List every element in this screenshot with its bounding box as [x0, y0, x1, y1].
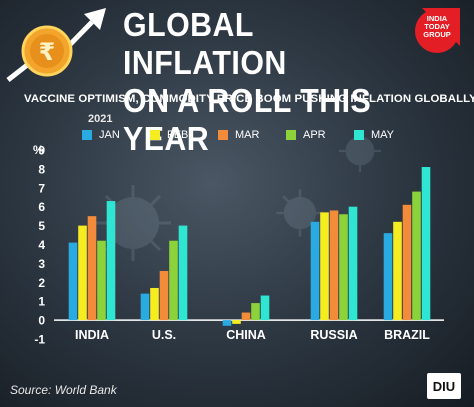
bar-russia-mar — [329, 210, 339, 321]
x-category-label: U.S. — [152, 328, 176, 342]
bar-brazil-feb — [393, 221, 402, 321]
legend-item-feb: FEB — [150, 128, 188, 142]
bar-us-feb — [150, 287, 159, 321]
y-axis-unit: % — [33, 143, 44, 157]
y-tick-label: 4 — [38, 238, 45, 252]
source-note: Source: World Bank — [10, 383, 117, 397]
y-tick-label: 0 — [38, 314, 45, 328]
title-line-1: GLOBAL INFLATION — [123, 6, 287, 81]
legend-swatch — [286, 130, 296, 140]
bar-india-apr — [97, 240, 106, 321]
x-category-label: BRAZIL — [384, 328, 430, 342]
brand-text: INDIA TODAY GROUP — [412, 15, 462, 39]
bar-india-jan — [68, 242, 78, 321]
bar-us-mar — [159, 270, 169, 321]
y-tick-label: 3 — [38, 257, 45, 271]
legend-swatch — [82, 130, 92, 140]
x-category-label: INDIA — [75, 328, 109, 342]
virus-icon — [338, 129, 382, 173]
bar-us-apr — [169, 240, 178, 321]
title-line-2: ON A ROLL THIS YEAR — [123, 82, 372, 157]
bar-brazil-jan — [383, 233, 393, 321]
brand-badge-icon — [415, 8, 460, 53]
legend-item-mar: MAR — [218, 128, 259, 142]
x-category-label: RUSSIA — [310, 328, 357, 342]
bar-russia-apr — [339, 214, 348, 321]
x-category-label: CHINA — [226, 328, 266, 342]
y-tick-label: 9 — [38, 144, 45, 158]
y-tick-label: 7 — [38, 181, 45, 195]
legend-swatch — [354, 130, 364, 140]
legend-label: FEB — [167, 129, 189, 141]
bar-us-jan — [140, 293, 150, 321]
bar-india-feb — [78, 225, 87, 321]
brand-logo: INDIA TODAY GROUP — [412, 6, 462, 56]
legend-title: 2021 — [88, 113, 113, 125]
legend-label: MAR — [235, 129, 260, 141]
svg-text:₹: ₹ — [39, 38, 56, 66]
legend-item-may: MAY — [354, 128, 394, 142]
virus-icon — [276, 189, 324, 237]
rupee-coin-icon: ₹ — [6, 8, 106, 82]
bar-russia-jan — [310, 221, 320, 321]
bar-india-mar — [87, 216, 97, 321]
bar-china-apr — [251, 303, 260, 321]
bar-brazil-mar — [402, 204, 412, 321]
virus-icon — [95, 185, 171, 261]
bar-russia-feb — [320, 212, 329, 321]
chart-legend: JAN FEB MAR APR MAY — [70, 128, 470, 144]
brand-line-2: TODAY — [424, 22, 450, 31]
y-tick-label: 6 — [38, 200, 45, 214]
bar-china-mar — [241, 312, 251, 321]
legend-swatch — [218, 130, 228, 140]
bar-china-jan — [222, 320, 232, 326]
y-tick-label: 2 — [38, 276, 45, 290]
bar-russia-may — [348, 206, 358, 321]
legend-item-apr: APR — [286, 128, 326, 142]
y-tick-label: -1 — [34, 333, 45, 347]
legend-swatch — [150, 130, 160, 140]
y-tick-label: 1 — [38, 295, 45, 309]
legend-item-jan: JAN — [82, 128, 120, 142]
page-subtitle: VACCINE OPTIMISM, COMMODITY PRICE BOOM P… — [24, 93, 474, 105]
legend-label: APR — [303, 129, 326, 141]
page-title: GLOBAL INFLATION ON A ROLL THIS YEAR — [123, 6, 399, 158]
y-tick-label: 8 — [38, 162, 45, 176]
diu-badge: DIU — [427, 373, 461, 399]
bar-china-may — [260, 295, 270, 321]
bar-china-feb — [232, 320, 241, 324]
bar-india-may — [106, 201, 116, 321]
legend-label: MAY — [371, 129, 395, 141]
brand-line-3: GROUP — [423, 30, 451, 39]
y-tick-label: 5 — [38, 219, 45, 233]
bar-brazil-may — [421, 167, 431, 321]
brand-line-1: INDIA — [426, 14, 448, 23]
bar-brazil-apr — [412, 191, 421, 321]
bar-us-may — [178, 225, 188, 321]
legend-label: JAN — [99, 129, 120, 141]
